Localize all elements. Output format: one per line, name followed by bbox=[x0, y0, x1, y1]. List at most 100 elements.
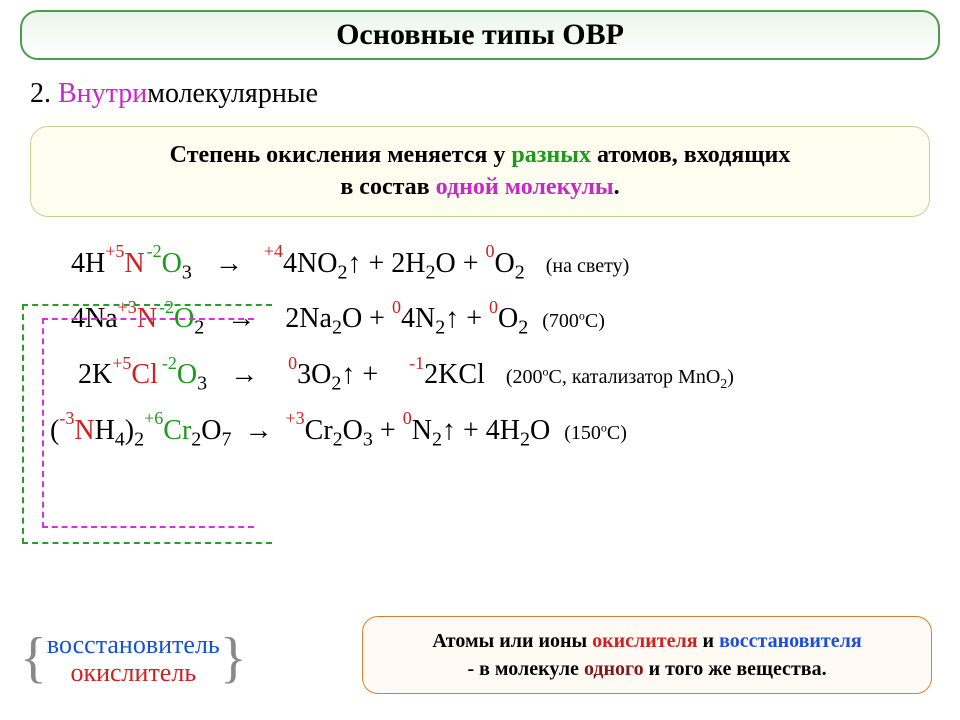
eq1-Osym: O bbox=[162, 248, 182, 279]
eq3-condC: C, катализатор MnO bbox=[548, 366, 720, 388]
legend-oxidizer: окислитель bbox=[47, 659, 220, 686]
eq1-oxRN: +4 bbox=[264, 241, 283, 261]
eq4-N: -3N bbox=[59, 415, 94, 446]
eq4-rhs3sub: 2 bbox=[520, 428, 530, 450]
eq2-rhs2sub: 2 bbox=[435, 317, 445, 339]
eq4-rhs2sub: 2 bbox=[432, 428, 442, 450]
eq3-O: -2O bbox=[158, 359, 197, 390]
eq2-sub2: 2 bbox=[194, 317, 204, 339]
section-number: 2. bbox=[30, 78, 51, 109]
eq3-oxCl: +5 bbox=[112, 353, 131, 373]
section-heading: 2. Внутримолекулярные bbox=[30, 78, 940, 110]
legend-labels: восстановитель окислитель bbox=[47, 631, 220, 686]
eq3-rhs2: 2KCl bbox=[424, 359, 485, 390]
eq4-rhs3o: O bbox=[530, 415, 550, 446]
eq3-condD: ) bbox=[727, 366, 734, 388]
eq3-oxO: -2 bbox=[162, 353, 177, 373]
eq1-sub3: 3 bbox=[182, 261, 192, 283]
equation-3: 2K+5Cl-2O3 → 03O2↑ + -12KCl (200oC, ката… bbox=[50, 348, 940, 404]
equation-4: (-3NH4)2+6Cr2O7 → +3Cr2O3 + 0N2↑ + 4H2O … bbox=[50, 404, 940, 460]
eq4-oxRN: 0 bbox=[403, 408, 412, 428]
eq4-Cr: +6Cr bbox=[144, 415, 191, 446]
eq4-oxN: -3 bbox=[59, 408, 74, 428]
eq4-plus2: + bbox=[463, 415, 486, 446]
eq4-rhs1o: O bbox=[343, 415, 363, 446]
eq3-Clsym: Cl bbox=[131, 359, 157, 390]
eq1-plus2: + bbox=[463, 248, 486, 279]
eq3-rhs1sub: 2 bbox=[331, 373, 341, 395]
note-l2a: - в молекуле bbox=[467, 658, 584, 680]
eq2-rhs1sub: 2 bbox=[332, 317, 342, 339]
eq2-rhs1: 2Na bbox=[285, 303, 332, 334]
eq2-rhs3: O bbox=[498, 303, 518, 334]
eq4-gas: ↑ bbox=[442, 415, 456, 446]
eq4-condC: C) bbox=[607, 422, 627, 444]
eq3-plus: + bbox=[362, 359, 385, 390]
eq3-coef: 2 bbox=[78, 359, 92, 390]
eq2-oxO: -2 bbox=[159, 297, 174, 317]
eq1-Nsym: N bbox=[124, 248, 144, 279]
section-prefix: Внутри bbox=[58, 78, 147, 109]
eq2-plus1: + bbox=[369, 303, 392, 334]
eq1-coef: 4 bbox=[71, 248, 85, 279]
eq3-K: K bbox=[92, 359, 112, 390]
eq2-Nsym: N bbox=[137, 303, 157, 334]
eq2-plus2: + bbox=[466, 303, 489, 334]
eq4-rp: ) bbox=[125, 415, 134, 446]
definition-box: Степень окисления меняется у разных атом… bbox=[30, 126, 930, 217]
eq4-oxCr: +6 bbox=[144, 408, 163, 428]
page-title: Основные типы ОВР bbox=[20, 10, 940, 60]
note-l1b: окислителя bbox=[592, 630, 697, 652]
eq4-rhs1sub2: 3 bbox=[363, 428, 373, 450]
eq1-oxN: +5 bbox=[105, 241, 124, 261]
eq1-O: -2O bbox=[145, 248, 182, 279]
eq2-condA: (700 bbox=[542, 310, 579, 332]
equation-1: 4H+5N-2O3 → +44NO2↑ + 2H2O + 0O2 (на све… bbox=[50, 237, 940, 293]
eq1-rhs2: 2H bbox=[391, 248, 425, 279]
eq3-rhs1: 3O bbox=[297, 359, 331, 390]
note-l1a: Атомы или ионы bbox=[432, 630, 592, 652]
eq3-Cl: +5Cl bbox=[112, 359, 158, 390]
eq1-rhs2o: O bbox=[436, 248, 456, 279]
eq3-cond: (200oC, катализатор MnO2) bbox=[506, 366, 734, 388]
eq3-oxRCl: -1 bbox=[409, 353, 424, 373]
eq4-sub2b: 2 bbox=[191, 428, 201, 450]
eq4-rhs2: N bbox=[412, 415, 432, 446]
eq2-Na: Na bbox=[85, 303, 118, 334]
eq1-rhs3: O bbox=[495, 248, 515, 279]
eq2-oxN: +3 bbox=[118, 297, 137, 317]
eq4-O: O bbox=[201, 415, 221, 446]
note-l1d: восстановителя bbox=[719, 630, 862, 652]
brace-left-icon: { bbox=[20, 636, 47, 681]
eq4-rhs1: Cr bbox=[305, 415, 333, 446]
arrow-icon: → bbox=[239, 404, 279, 459]
arrow-icon: → bbox=[214, 348, 274, 403]
eq4-sub2a: 2 bbox=[134, 428, 144, 450]
eq1-rhs2sub: 2 bbox=[426, 261, 436, 283]
eq2-gas: ↑ bbox=[445, 303, 459, 334]
eq3-sub3: 3 bbox=[197, 373, 207, 395]
eq2-rhs3sub: 2 bbox=[518, 317, 528, 339]
section-suffix: молекулярные bbox=[147, 78, 318, 109]
eq2-O: -2O bbox=[157, 303, 194, 334]
eq2-rhs2: 4N bbox=[401, 303, 435, 334]
eq1-cond: (на свету) bbox=[546, 255, 629, 277]
eq1-N: +5N bbox=[105, 248, 144, 279]
eq2-N: +3N bbox=[118, 303, 157, 334]
eq4-Nsym: N bbox=[74, 415, 94, 446]
legend-reducer: восстановитель bbox=[47, 631, 220, 658]
legend-block: { восстановитель окислитель } bbox=[20, 631, 247, 686]
eq1-gas1: ↑ bbox=[347, 248, 361, 279]
eq4-sub4: 4 bbox=[115, 428, 125, 450]
eq4-rhs1sub: 2 bbox=[333, 428, 343, 450]
eq4-rhs3: 4H bbox=[486, 415, 520, 446]
eq1-oxRO: 0 bbox=[486, 241, 495, 261]
def-l2a: в состав bbox=[340, 174, 435, 200]
eq4-sub7: 7 bbox=[222, 428, 232, 450]
def-l1a: Степень окисления меняется у bbox=[170, 142, 512, 168]
eq1-rhs1sub: 2 bbox=[337, 261, 347, 283]
eq3-oxRO: 0 bbox=[288, 353, 297, 373]
eq4-plus1: + bbox=[380, 415, 403, 446]
eq4-Crsym: Cr bbox=[163, 415, 191, 446]
def-l2c: . bbox=[614, 174, 620, 200]
